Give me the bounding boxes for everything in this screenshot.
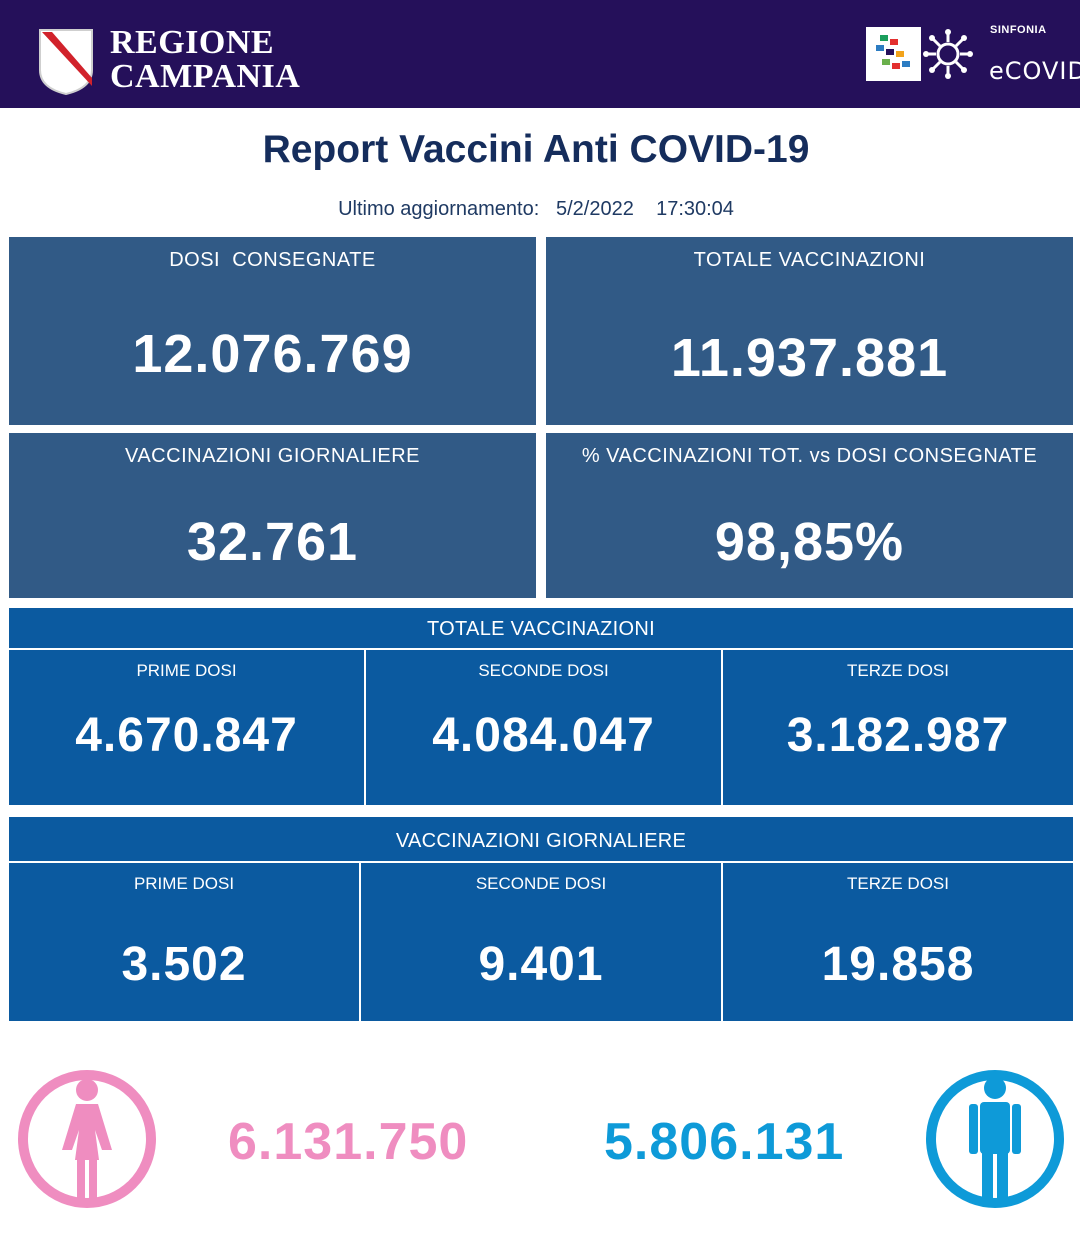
sinfonia-logo xyxy=(866,27,976,81)
dose-label: SECONDE DOSI xyxy=(475,874,607,893)
region-shield-logo xyxy=(39,29,93,96)
giornaliere-prime-dosi: PRIME DOSI 3.502 xyxy=(9,863,359,1021)
last-update-time: 17:30:04 xyxy=(656,198,734,220)
card-vaccinazioni-giornaliere: VACCINAZIONI GIORNALIERE 32.761 xyxy=(9,433,536,598)
dose-value: 19.858 xyxy=(821,938,975,991)
dose-value: 9.401 xyxy=(478,938,604,991)
dose-value: 3.182.987 xyxy=(786,709,1010,762)
female-icon xyxy=(18,1070,156,1208)
card-label: DOSI CONSEGNATE xyxy=(169,249,376,271)
last-update-date: 5/2/2022 xyxy=(555,198,634,220)
region-name: REGIONE CAMPANIA xyxy=(110,26,300,94)
brand-line-1: REGIONE xyxy=(110,24,275,61)
dose-label: TERZE DOSI xyxy=(846,661,949,680)
giornaliere-terze-dosi: TERZE DOSI 19.858 xyxy=(723,863,1073,1021)
dose-label: PRIME DOSI xyxy=(136,661,237,680)
virus-icon xyxy=(921,27,976,81)
card-value: 12.076.769 xyxy=(132,324,413,384)
dose-value: 4.670.847 xyxy=(75,709,298,762)
card-totale-vaccinazioni: TOTALE VACCINAZIONI 11.937.881 xyxy=(546,237,1073,425)
totale-heading: TOTALE VACCINAZIONI xyxy=(9,608,1073,648)
ecovid-label: eCOVID xyxy=(989,57,1080,85)
header-bar: REGIONE CAMPANIA xyxy=(0,0,1080,108)
totale-prime-dosi: PRIME DOSI 4.670.847 xyxy=(9,650,364,805)
totale-seconde-dosi: SECONDE DOSI 4.084.047 xyxy=(366,650,721,805)
female-total: 6.131.750 xyxy=(228,1113,469,1171)
giornaliere-seconde-dosi: SECONDE DOSI 9.401 xyxy=(361,863,721,1021)
sinfonia-label: SINFONIA xyxy=(990,24,1047,36)
card-dosi-consegnate: DOSI CONSEGNATE 12.076.769 xyxy=(9,237,536,425)
card-label: VACCINAZIONI GIORNALIERE xyxy=(124,445,420,467)
dose-label: TERZE DOSI xyxy=(846,874,949,893)
brand-line-2: CAMPANIA xyxy=(110,58,301,95)
dose-label: PRIME DOSI xyxy=(133,874,235,893)
card-value: 98,85% xyxy=(714,512,905,572)
last-update-label: Ultimo aggiornamento: xyxy=(338,198,540,220)
male-total: 5.806.131 xyxy=(604,1113,845,1171)
card-value: 32.761 xyxy=(186,512,359,572)
last-update: Ultimo aggiornamento: 5/2/2022 17:30:04 xyxy=(0,198,1072,221)
dose-label: SECONDE DOSI xyxy=(478,661,609,680)
card-value: 11.937.881 xyxy=(670,328,949,388)
totale-terze-dosi: TERZE DOSI 3.182.987 xyxy=(723,650,1073,805)
dose-value: 4.084.047 xyxy=(432,709,655,762)
male-icon xyxy=(926,1070,1064,1208)
giornaliere-heading: VACCINAZIONI GIORNALIERE xyxy=(9,817,1073,861)
tiles-icon xyxy=(876,35,910,69)
card-percentuale: % VACCINAZIONI TOT. vs DOSI CONSEGNATE 9… xyxy=(546,433,1073,598)
card-label: TOTALE VACCINAZIONI xyxy=(693,249,926,271)
page-title: Report Vaccini Anti COVID-19 xyxy=(262,128,810,171)
dose-value: 3.502 xyxy=(121,938,247,991)
card-label: % VACCINAZIONI TOT. vs DOSI CONSEGNATE xyxy=(581,445,1038,467)
